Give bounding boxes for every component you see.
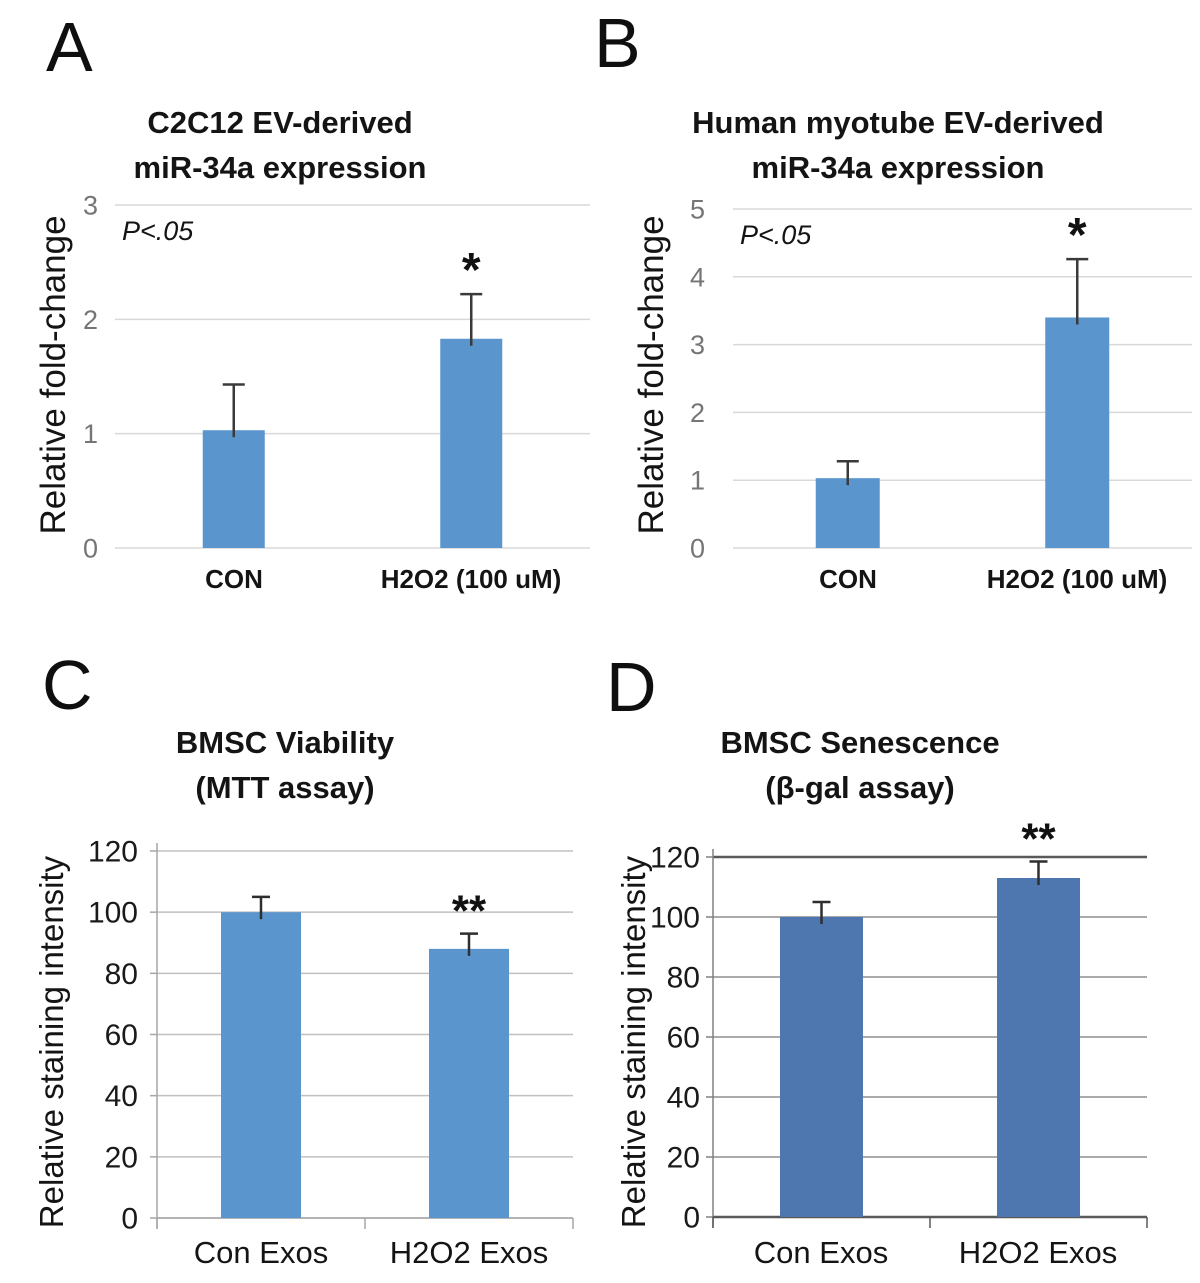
significance-marker: **: [452, 887, 487, 936]
x-category-label: H2O2 Exos: [389, 1235, 549, 1270]
significance-marker: *: [462, 244, 481, 297]
bar-h2o2-exos: [429, 948, 509, 1218]
pvalue-annotation-a: P<.05: [122, 216, 194, 246]
y-tick-label: 4: [690, 262, 705, 292]
x-category-label: H2O2 (100 uM): [986, 564, 1168, 594]
x-category-label: CON: [205, 564, 263, 594]
y-axis-title-a: Relative fold-change: [34, 215, 73, 535]
x-category-label: Con Exos: [193, 1235, 329, 1270]
chart-title-b-line1: Human myotube EV-derived: [692, 105, 1104, 140]
y-tick-label: 3: [83, 190, 98, 220]
x-category-label: H2O2 (100 uM): [380, 564, 562, 594]
y-tick-label: 120: [650, 842, 700, 875]
bar-con-exos: [780, 917, 863, 1217]
pvalue-annotation-b: P<.05: [740, 220, 812, 250]
y-tick-label: 80: [667, 962, 700, 995]
chart-title-c-line2: (MTT assay): [195, 770, 375, 805]
y-tick-label: 20: [667, 1142, 700, 1175]
y-tick-label: 100: [88, 897, 138, 930]
y-axis-title-c: Relative staining intensity: [33, 855, 70, 1229]
chart-title-a-line1: C2C12 EV-derived: [147, 105, 413, 140]
y-tick-label: 3: [690, 330, 705, 360]
y-tick-label: 80: [105, 958, 138, 991]
y-tick-label: 20: [105, 1141, 138, 1174]
chart-title-b-line2: miR-34a expression: [751, 150, 1045, 185]
bar-h2o2-100-um-: [1045, 317, 1110, 548]
y-tick-label: 1: [83, 419, 98, 449]
bar-con-exos: [221, 912, 301, 1218]
chart-title-a-line2: miR-34a expression: [133, 150, 427, 185]
panel-letter-d: D: [606, 648, 657, 726]
y-tick-label: 0: [683, 1202, 700, 1235]
y-tick-label: 40: [105, 1080, 138, 1113]
chart-title-c-line1: BMSC Viability: [175, 725, 395, 760]
x-category-label: H2O2 Exos: [958, 1235, 1118, 1270]
y-axis-title-b: Relative fold-change: [632, 215, 671, 535]
y-tick-label: 60: [105, 1019, 138, 1052]
y-tick-label: 2: [83, 305, 98, 335]
panel-letter-a: A: [46, 8, 93, 86]
y-tick-label: 0: [83, 533, 98, 563]
chart-title-a: C2C12 EV-derived miR-34a expression: [50, 100, 510, 190]
x-category-label: Con Exos: [753, 1235, 889, 1270]
y-tick-label: 100: [650, 902, 700, 935]
significance-marker: *: [1068, 209, 1087, 262]
y-tick-label: 5: [690, 194, 705, 224]
y-tick-label: 0: [690, 533, 705, 563]
y-tick-label: 1: [690, 466, 705, 496]
x-category-label: CON: [819, 564, 877, 594]
chart-title-d-line2: (β-gal assay): [765, 770, 955, 805]
chart-title-d-line1: BMSC Senescence: [720, 725, 1000, 760]
chart-title-c: BMSC Viability (MTT assay): [55, 720, 515, 810]
bar-con: [815, 478, 880, 548]
bar-h2o2-exos: [997, 878, 1080, 1217]
chart-title-b: Human myotube EV-derived miR-34a express…: [618, 100, 1178, 190]
bar-con: [202, 430, 265, 548]
y-tick-label: 40: [667, 1082, 700, 1115]
panel-letter-c: C: [42, 646, 93, 724]
y-tick-label: 2: [690, 398, 705, 428]
panel-letter-b: B: [594, 4, 641, 82]
chart-title-d: BMSC Senescence (β-gal assay): [600, 720, 1120, 810]
significance-marker: **: [1021, 815, 1056, 864]
y-tick-label: 120: [88, 836, 138, 869]
y-tick-label: 60: [667, 1022, 700, 1055]
y-tick-label: 0: [121, 1203, 138, 1236]
bar-h2o2-100-um-: [440, 338, 503, 548]
y-axis-title-d: Relative staining intensity: [615, 855, 652, 1229]
